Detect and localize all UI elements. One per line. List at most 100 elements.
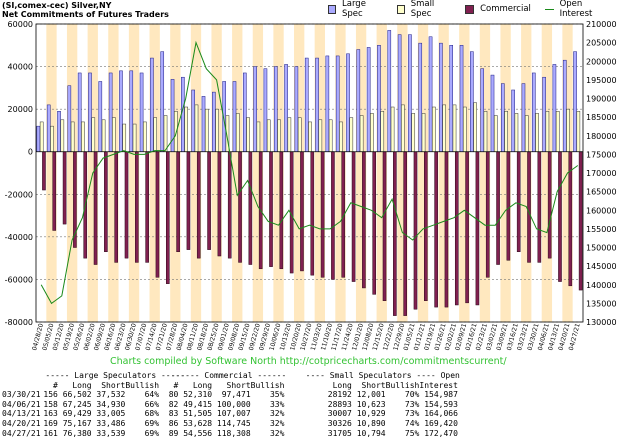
bar-commercial <box>434 151 438 308</box>
bar-large-spec <box>439 42 443 152</box>
bar-commercial <box>465 151 469 304</box>
bar-large-spec <box>212 91 216 152</box>
col-header-small-short: Short <box>361 380 386 390</box>
bar-small-spec <box>411 113 416 152</box>
table-cell-open-interest: 154,593 <box>424 399 458 409</box>
table-cell-small-long: 28192 <box>327 390 352 400</box>
legend-item-small-spec: Small Spec <box>396 0 451 19</box>
table-cell-comm-short: 118,308 <box>216 428 251 438</box>
bar-large-spec <box>335 55 340 152</box>
bar-large-spec <box>366 47 371 152</box>
right-axis-tick-label: 160000 <box>586 206 617 215</box>
table-cell-date: 04/20/21 <box>2 419 41 428</box>
table-cell-small-short: 10,794 <box>356 428 386 438</box>
right-axis-tick-label: 200000 <box>586 57 617 66</box>
legend-item-commercial: Commercial <box>465 4 531 14</box>
bar-commercial <box>269 151 273 267</box>
bar-large-spec <box>325 55 330 152</box>
table-cell-large-long: 69,429 <box>62 409 92 419</box>
bar-commercial <box>351 151 356 282</box>
bar-commercial <box>362 151 366 289</box>
bar-commercial <box>496 151 500 265</box>
bar-commercial <box>135 151 139 263</box>
table-cell-small-bullish: 73% <box>404 399 420 409</box>
bar-small-spec <box>50 125 54 152</box>
bar-commercial <box>155 151 160 278</box>
plot-band <box>190 24 202 322</box>
right-axis-tick-label: 190000 <box>586 95 617 104</box>
left-axis-tick-label: -60000 <box>5 275 33 284</box>
bar-large-spec <box>160 51 165 152</box>
bar-large-spec <box>36 125 41 152</box>
bar-small-spec <box>112 117 116 152</box>
table-cell-large-bullish: 68% <box>144 409 160 419</box>
bar-large-spec <box>356 49 361 152</box>
plot-band <box>376 24 387 322</box>
bar-large-spec <box>77 72 82 152</box>
table-cell-large-num: 163 <box>43 409 58 419</box>
right-axis-tick-label: 135000 <box>586 299 617 308</box>
bar-commercial <box>62 151 67 225</box>
left-axis-tick-label: -40000 <box>5 233 33 242</box>
right-axis-tick-label: 180000 <box>586 132 617 141</box>
bar-commercial <box>475 151 480 306</box>
bar-commercial <box>578 151 583 291</box>
bar-commercial <box>114 151 118 263</box>
bar-small-spec <box>493 115 498 152</box>
table-cell-large-short: 33,005 <box>96 409 126 419</box>
legend-label-open-interest: Open Interest <box>559 0 593 19</box>
table-cell-open-interest: 172,470 <box>424 428 458 438</box>
bar-commercial <box>145 151 149 263</box>
bar-large-spec <box>181 76 185 152</box>
bar-small-spec <box>555 111 560 152</box>
bar-large-spec <box>459 45 464 152</box>
bar-large-spec <box>377 45 381 152</box>
left-axis-tick-label: 0 <box>28 148 33 157</box>
bar-small-spec <box>349 117 354 152</box>
table-cell-comm-short: 114,745 <box>216 419 251 428</box>
bar-small-spec <box>328 119 333 152</box>
bar-commercial <box>165 151 170 284</box>
bar-commercial <box>104 151 108 253</box>
left-axis-tick-label: 40000 <box>8 63 33 72</box>
bar-large-spec <box>273 66 278 152</box>
plot-band <box>108 24 119 322</box>
table-cell-date: 04/27/21 <box>2 428 41 438</box>
bar-large-spec <box>201 96 206 152</box>
table-cell-date: 04/13/21 <box>2 409 41 419</box>
bar-small-spec <box>473 102 477 152</box>
col-header-comm-long: Long <box>192 380 213 390</box>
left-axis-tick-label: -20000 <box>5 190 33 199</box>
bar-small-spec <box>297 117 302 152</box>
table-cell-open-interest: 164,066 <box>424 409 458 419</box>
bar-large-spec <box>46 104 51 152</box>
plot-band <box>149 24 160 322</box>
bar-large-spec <box>67 85 72 152</box>
bar-large-spec <box>521 83 526 152</box>
bar-small-spec <box>504 111 508 152</box>
bar-small-spec <box>277 119 281 152</box>
bar-commercial <box>547 151 552 259</box>
legend-item-open-interest: Open Interest <box>544 0 610 19</box>
table-cell-comm-long: 49,415 <box>183 399 213 409</box>
bar-large-spec <box>573 51 577 152</box>
header-commercial: ------ Commercial ------ <box>170 371 287 380</box>
col-header-small-long: Long <box>332 380 352 390</box>
bar-large-spec <box>408 34 412 152</box>
plot-band <box>294 24 305 322</box>
bar-large-spec <box>129 70 134 152</box>
table-cell-small-bullish: 74% <box>404 419 420 428</box>
chart-title: (SI,comex-cec) Silver,NY Net Commitments… <box>2 1 169 19</box>
right-axis-tick-label: 205000 <box>586 39 617 48</box>
bar-large-spec <box>470 51 474 152</box>
bar-commercial <box>300 151 304 272</box>
left-axis-tick-label: 60000 <box>8 20 33 29</box>
table-cell-large-bullish: 66% <box>144 399 160 409</box>
table-cell-large-num: 169 <box>43 419 58 428</box>
plot-band <box>521 24 532 322</box>
col-header-large-short: Short <box>101 380 126 390</box>
table-cell-comm-bullish: 35% <box>269 390 285 400</box>
right-axis-tick-label: 175000 <box>586 150 617 159</box>
table-cell-comm-num: 80 <box>168 390 179 400</box>
bar-small-spec <box>122 123 127 152</box>
